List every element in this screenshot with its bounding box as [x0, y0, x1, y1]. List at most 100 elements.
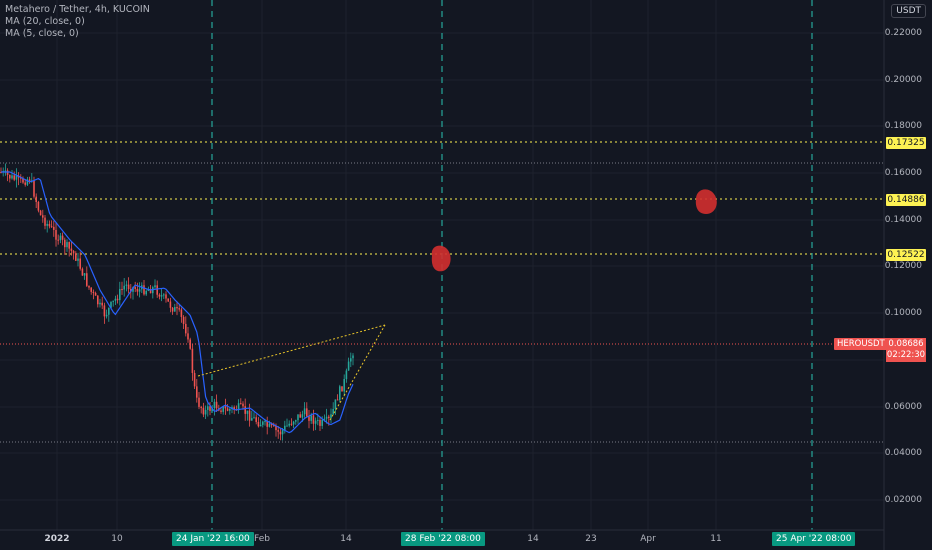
chart-legend[interactable]: Metahero / Tether, 4h, KUCOIN MA (20, cl…: [5, 4, 150, 40]
time-label: 14: [527, 534, 539, 544]
candle-body: [72, 250, 75, 254]
candle-body: [176, 307, 178, 309]
bar-countdown: 02:22:30: [886, 350, 926, 360]
time-axis[interactable]: 2022 10 Feb 14 14 23 Apr 11 24 Jan '22 1…: [0, 530, 884, 550]
candle-body: [110, 301, 112, 308]
candle-body: [213, 401, 216, 409]
candle-body: [44, 217, 46, 226]
candle-body: [244, 406, 246, 414]
candle-body: [158, 294, 161, 297]
candle-body: [264, 420, 266, 422]
candle-body: [101, 302, 103, 306]
level-tag-012522[interactable]: 0.12522: [886, 249, 926, 261]
candle-body: [22, 178, 24, 183]
candle-body: [259, 424, 262, 427]
candle-body: [70, 248, 73, 251]
ma-20-line: [1, 171, 354, 434]
candle-body: [198, 397, 200, 407]
candle-body: [61, 235, 64, 240]
candle-body: [4, 170, 7, 172]
time-label: 23: [585, 534, 597, 544]
candle-body: [270, 423, 273, 426]
price-label: 0.22000: [884, 28, 922, 38]
candle-body: [207, 406, 209, 410]
candle-body: [143, 285, 145, 295]
candle-body: [246, 410, 249, 414]
last-price-badge[interactable]: 0.08686 02:22:30: [886, 338, 926, 362]
candle-body: [262, 421, 264, 425]
candle-body: [314, 420, 317, 424]
candle-body: [154, 285, 156, 288]
candle-body: [105, 314, 108, 317]
candle-body: [339, 386, 341, 400]
candle-body: [220, 410, 222, 412]
candle-body: [171, 307, 174, 312]
candle-body: [306, 408, 308, 417]
target-marker-2[interactable]: [695, 189, 717, 214]
candle-body: [24, 182, 26, 185]
price-label: 0.02000: [884, 495, 922, 505]
candle-body: [255, 417, 257, 422]
candle-body: [215, 401, 218, 409]
candle-body: [0, 172, 2, 173]
candle-body: [350, 358, 352, 362]
candle-body: [319, 419, 321, 426]
time-label-year: 2022: [44, 534, 70, 544]
level-tag-017325[interactable]: 0.17325: [886, 137, 926, 149]
candle-body: [94, 292, 97, 296]
candle-body: [295, 420, 297, 422]
candle-body: [64, 239, 66, 248]
candle-body: [281, 430, 284, 435]
candle-body: [229, 408, 231, 411]
candle-body: [35, 196, 37, 202]
candle-body: [90, 287, 92, 292]
candle-body: [50, 226, 53, 228]
candle-body: [268, 423, 271, 427]
candle-body: [237, 403, 240, 411]
candle-body: [288, 423, 290, 426]
candle-body: [191, 348, 194, 373]
candle-body: [297, 414, 299, 421]
candle-body: [99, 302, 101, 305]
time-label: 11: [710, 534, 722, 544]
ma20-legend[interactable]: MA (20, close, 0): [5, 16, 85, 27]
candle-body: [251, 418, 253, 421]
candle-body: [156, 285, 158, 295]
candle-body: [347, 361, 350, 371]
level-tag-014886[interactable]: 0.14886: [886, 194, 926, 206]
currency-badge[interactable]: USDT: [891, 4, 926, 18]
time-tag-25-apr[interactable]: 25 Apr '22 08:00: [772, 532, 856, 546]
candle-body: [48, 223, 51, 227]
price-label: 0.04000: [884, 448, 922, 458]
candle-body: [26, 179, 29, 185]
time-tag-28-feb[interactable]: 28 Feb '22 08:00: [401, 532, 485, 546]
time-tag-24-jan[interactable]: 24 Jan '22 16:00: [172, 532, 254, 546]
candle-body: [240, 403, 242, 405]
candle-body: [187, 333, 189, 340]
candle-body: [299, 414, 301, 418]
candle-body: [112, 300, 114, 302]
price-label: 0.14000: [884, 215, 922, 225]
candle-body: [134, 287, 136, 289]
candle-body: [66, 242, 68, 248]
time-label: 14: [340, 534, 352, 544]
candle-body: [226, 408, 229, 411]
symbol-title[interactable]: Metahero / Tether, 4h, KUCOIN: [5, 4, 150, 15]
candle-body: [222, 406, 224, 412]
trendline-upper[interactable]: [197, 324, 386, 377]
candle-body: [119, 289, 121, 301]
ma5-legend[interactable]: MA (5, close, 0): [5, 28, 79, 39]
target-marker-1[interactable]: [431, 245, 451, 272]
candle-body: [273, 425, 275, 427]
candle-body: [136, 288, 139, 292]
candle-body: [108, 307, 110, 315]
trendline-lower[interactable]: [329, 324, 386, 421]
time-label: 10: [111, 534, 123, 544]
candle-body: [202, 407, 205, 415]
candle-body: [233, 407, 235, 410]
symbol-price-tag[interactable]: HEROUSDT: [834, 338, 888, 350]
candle-body: [286, 425, 288, 427]
candle-body: [200, 406, 202, 408]
candle-body: [114, 298, 117, 301]
